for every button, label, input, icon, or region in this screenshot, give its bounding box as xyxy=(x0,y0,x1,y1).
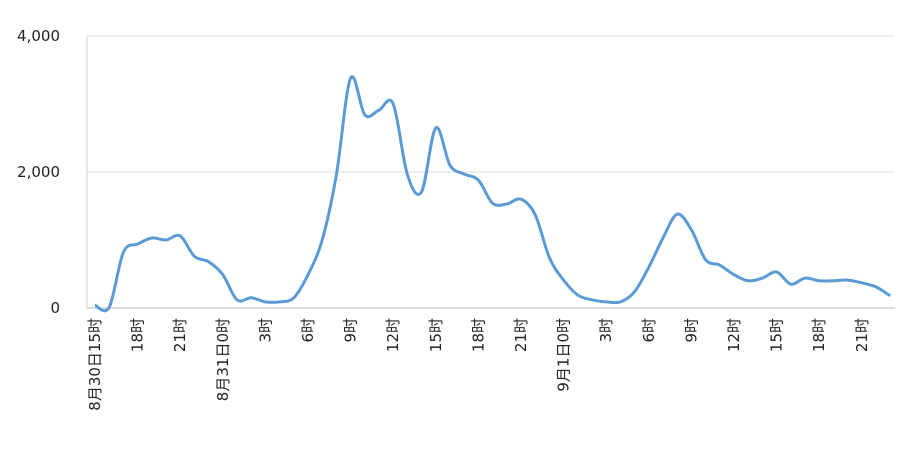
x-tick-label: 8月31日0时 xyxy=(214,318,232,401)
x-tick-label: 21时 xyxy=(171,318,189,352)
x-tick-label: 6时 xyxy=(299,318,317,343)
x-tick-label: 9时 xyxy=(342,318,360,343)
x-tick-label: 21时 xyxy=(853,318,871,352)
x-tick-label: 3时 xyxy=(256,318,274,343)
x-tick-label: 9月1日0时 xyxy=(555,318,573,392)
x-tick-label: 18时 xyxy=(129,318,147,352)
x-tick-label: 18时 xyxy=(810,318,828,352)
x-tick-label: 18时 xyxy=(469,318,487,352)
data-line xyxy=(94,75,892,313)
y-tick-label: 2,000 xyxy=(17,163,60,181)
x-tick-label: 21时 xyxy=(512,318,530,352)
x-tick-label: 12时 xyxy=(384,318,402,352)
x-tick-label: 9时 xyxy=(682,318,700,343)
x-tick-label: 3时 xyxy=(597,318,615,343)
x-tick-label: 15时 xyxy=(768,318,786,352)
x-tick-label: 15时 xyxy=(427,318,445,352)
x-tick-label: 6时 xyxy=(640,318,658,343)
y-tick-label: 0 xyxy=(50,299,60,317)
x-tick-label: 8月30日15时 xyxy=(86,318,104,411)
x-tick-label: 12时 xyxy=(725,318,743,352)
y-tick-label: 4,000 xyxy=(17,27,60,45)
